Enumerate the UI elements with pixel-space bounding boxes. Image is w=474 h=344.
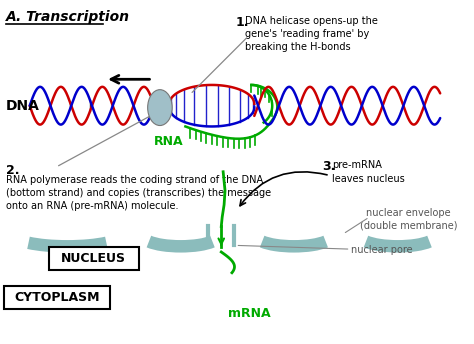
FancyBboxPatch shape (48, 247, 139, 270)
Text: 2.: 2. (6, 164, 19, 177)
Text: DNA: DNA (6, 99, 40, 113)
Text: CYTOPLASM: CYTOPLASM (14, 291, 100, 304)
Text: RNA: RNA (154, 135, 184, 148)
Text: nuclear envelope
(double membrane): nuclear envelope (double membrane) (360, 208, 457, 230)
Text: RNA polymerase reads the coding strand of the DNA
(bottom strand) and copies (tr: RNA polymerase reads the coding strand o… (6, 175, 271, 211)
Text: NUCLEUS: NUCLEUS (61, 252, 127, 265)
Ellipse shape (148, 90, 172, 126)
Text: pre-mRNA
leaves nucleus: pre-mRNA leaves nucleus (332, 160, 404, 184)
Text: 1.: 1. (236, 16, 249, 29)
Text: nuclear pore: nuclear pore (351, 245, 412, 255)
Text: mRNA: mRNA (228, 307, 271, 320)
Text: 3.: 3. (322, 160, 336, 173)
Text: A. Transcription: A. Transcription (6, 10, 130, 24)
FancyBboxPatch shape (4, 286, 110, 309)
Text: DNA helicase opens-up the
gene's 'reading frame' by
breaking the H-bonds: DNA helicase opens-up the gene's 'readin… (245, 16, 378, 53)
